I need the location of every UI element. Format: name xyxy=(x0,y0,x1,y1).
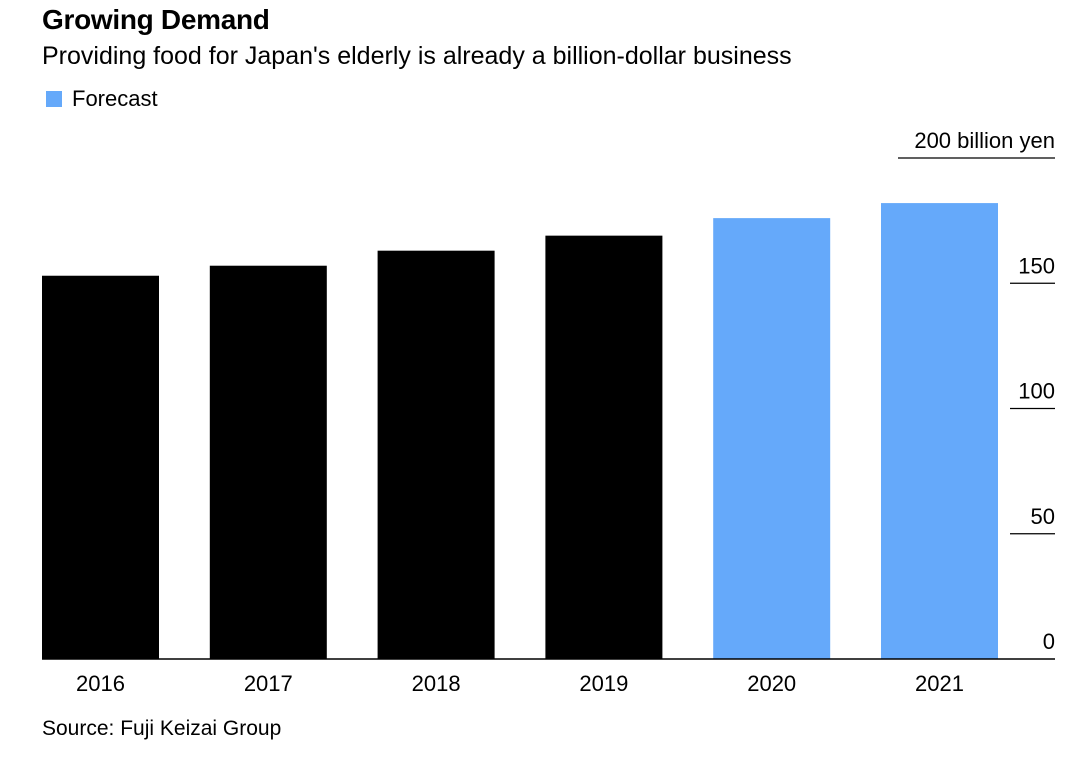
legend-label-forecast: Forecast xyxy=(72,86,158,111)
x-tick-label-2019: 2019 xyxy=(579,671,628,696)
x-tick-label-2016: 2016 xyxy=(76,671,125,696)
bar-2020 xyxy=(713,218,831,659)
y-tick-label-0: 0 xyxy=(1043,629,1055,654)
bar-2021 xyxy=(881,203,998,659)
chart-title: Growing Demand xyxy=(42,4,270,35)
x-tick-label-2017: 2017 xyxy=(244,671,293,696)
bar-2019 xyxy=(545,235,663,659)
y-tick-label-150: 150 xyxy=(1018,253,1055,278)
y-tick-label-50: 50 xyxy=(1031,504,1055,529)
legend: Forecast xyxy=(46,86,158,112)
y-tick-label-100: 100 xyxy=(1018,379,1055,404)
x-tick-label-2021: 2021 xyxy=(915,671,964,696)
chart-subtitle: Providing food for Japan's elderly is al… xyxy=(42,42,792,70)
y-tick-label-200: 200 billion yen xyxy=(914,128,1055,153)
bar-2017 xyxy=(209,265,327,659)
bar-2018 xyxy=(377,250,495,659)
x-tick-label-2018: 2018 xyxy=(412,671,461,696)
x-tick-label-2020: 2020 xyxy=(747,671,796,696)
bar-2016 xyxy=(42,275,159,659)
source-note: Source: Fuji Keizai Group xyxy=(42,717,282,740)
legend-swatch-forecast xyxy=(46,91,62,107)
